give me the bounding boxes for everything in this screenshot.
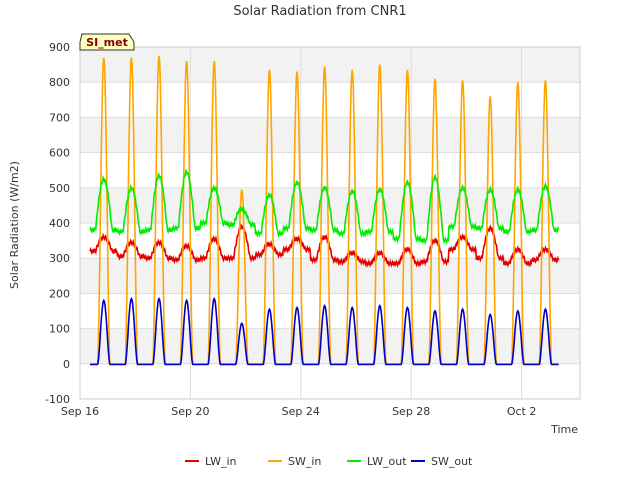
x-tick-label: Sep 20 [171,405,209,418]
legend-item: LW_in [185,455,237,468]
legend: LW_in SW_in LW_out SW_out [185,455,473,468]
plot-frame [79,46,581,400]
legend-label: LW_out [367,455,407,468]
series-line-lw-in [89,223,560,269]
x-tick-labels: Sep 16 Sep 20 Sep 24 Sep 28 Oct 2 [61,405,536,418]
x-tick-label: Oct 2 [507,405,537,418]
plot-band [80,47,580,83]
x-tick-label: Sep 24 [282,405,320,418]
y-axis-label: Solar Radiation (W/m2) [8,161,21,289]
legend-item: SW_in [268,455,321,468]
y-tick-label: 400 [49,217,70,230]
y-tick-label: 300 [49,252,70,265]
y-tick-label: 700 [49,111,70,124]
legend-label: SW_in [288,455,321,468]
y-tick-label: 500 [49,182,70,195]
series-line-lw-out [89,168,560,246]
legend-item: LW_out [347,455,407,468]
plot-band [80,82,580,118]
y-tick-labels: -100 0 100 200 300 400 500 600 700 800 900 [45,41,70,406]
y-tick-label: 800 [49,76,70,89]
badge-label: SI_met [86,36,128,49]
y-tick-label: 200 [49,287,70,300]
chart-title: Solar Radiation from CNR1 [233,4,406,19]
y-tick-label: 900 [49,41,70,54]
legend-label: SW_out [431,455,473,468]
x-axis-label: Time [550,423,578,436]
legend-item: SW_out [411,455,473,468]
y-tick-label: -100 [45,393,70,406]
plot-band [80,152,580,188]
x-tick-label: Sep 28 [392,405,430,418]
y-tick-label: 600 [49,147,70,160]
y-tick-label: 0 [63,358,70,371]
x-tick-label: Sep 16 [61,405,99,418]
y-tick-label: 100 [49,323,70,336]
si-met-badge: SI_met [79,33,135,51]
plot-band [80,117,580,153]
series-lines [89,55,560,366]
series-line-sw-out [90,297,559,366]
plot-band [80,363,580,399]
legend-label: LW_in [205,455,237,468]
